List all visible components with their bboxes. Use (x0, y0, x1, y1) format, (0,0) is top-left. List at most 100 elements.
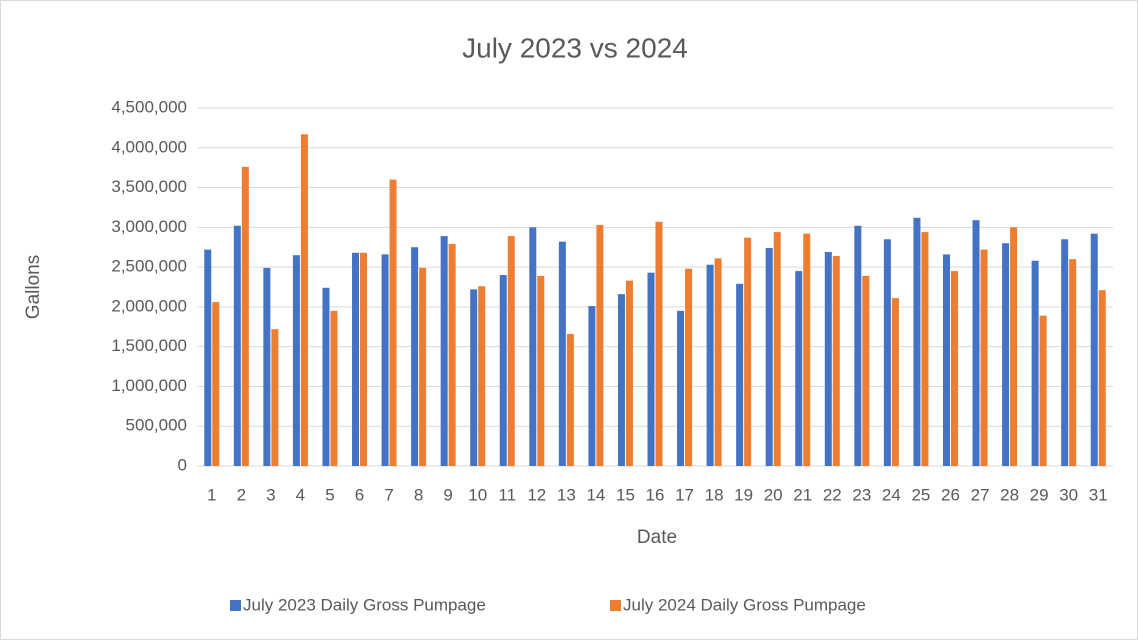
bar (440, 236, 448, 466)
legend-label: July 2023 Daily Gross Pumpage (243, 595, 486, 614)
x-tick-label: 14 (586, 485, 605, 504)
y-tick-label: 2,500,000 (111, 257, 187, 276)
bar (1031, 260, 1039, 466)
bar (736, 283, 744, 466)
bar (972, 220, 980, 466)
x-axis-label: Date (637, 527, 677, 548)
y-tick-label: 500,000 (126, 416, 187, 435)
bar (263, 267, 271, 466)
x-tick-label: 4 (296, 485, 305, 504)
bar (241, 166, 249, 467)
chart-title: July 2023 vs 2024 (462, 32, 688, 63)
bar (1002, 243, 1010, 466)
x-tick-label: 22 (823, 485, 842, 504)
bar (1039, 315, 1047, 466)
bar (271, 329, 279, 466)
bar (677, 310, 685, 466)
bar (883, 239, 891, 466)
bar (824, 251, 832, 466)
bar (921, 232, 929, 466)
y-tick-label: 0 (178, 455, 187, 474)
x-tick-label: 12 (527, 485, 546, 504)
bar (292, 255, 300, 466)
bar (470, 289, 478, 466)
y-tick-label: 3,500,000 (111, 177, 187, 196)
bar (1061, 239, 1069, 466)
bar (507, 236, 515, 466)
x-tick-label: 30 (1059, 485, 1078, 504)
bar (360, 252, 368, 466)
bar (625, 280, 633, 466)
bar (854, 225, 862, 466)
bar (1069, 259, 1077, 466)
legend-swatch (230, 600, 241, 611)
x-tick-label: 1 (207, 485, 216, 504)
bar (913, 217, 921, 466)
x-tick-label: 28 (1000, 485, 1019, 504)
x-tick-label: 29 (1030, 485, 1049, 504)
y-tick-label: 3,000,000 (111, 217, 187, 236)
legend-label: July 2024 Daily Gross Pumpage (623, 595, 866, 614)
bar (773, 232, 781, 466)
y-tick-label: 4,500,000 (111, 97, 187, 116)
bar (714, 258, 722, 466)
bar (537, 275, 545, 466)
bar (655, 221, 663, 466)
x-tick-label: 15 (616, 485, 635, 504)
bar (685, 268, 693, 466)
bar (411, 247, 419, 466)
x-tick-label: 5 (325, 485, 334, 504)
bar (352, 252, 360, 466)
bar (381, 254, 389, 466)
bar (558, 241, 566, 466)
x-tick-label: 3 (266, 485, 275, 504)
bar (212, 302, 220, 466)
y-tick-label: 2,000,000 (111, 296, 187, 315)
bar (478, 286, 486, 466)
x-tick-label: 8 (414, 485, 423, 504)
x-tick-label: 24 (882, 485, 901, 504)
bar (204, 249, 212, 466)
bar (942, 254, 950, 466)
bar (448, 244, 456, 466)
bar (617, 294, 625, 466)
bar (1098, 290, 1106, 466)
bar (1090, 233, 1098, 466)
bar (566, 333, 574, 466)
x-tick-label: 6 (355, 485, 364, 504)
bar (1010, 227, 1018, 466)
y-axis-label: Gallons (23, 255, 44, 319)
bar (706, 264, 714, 466)
bar (588, 306, 596, 466)
bar (891, 298, 899, 466)
bar (980, 249, 988, 466)
legend-swatch (610, 600, 621, 611)
x-tick-label: 9 (443, 485, 452, 504)
bar (419, 267, 427, 466)
bar (765, 248, 773, 466)
bar (647, 272, 655, 466)
bar (300, 134, 308, 466)
x-tick-label: 20 (764, 485, 783, 504)
x-tick-label: 2 (237, 485, 246, 504)
bar (832, 255, 840, 466)
y-tick-label: 4,000,000 (111, 137, 187, 156)
x-tick-label: 16 (646, 485, 665, 504)
bar (389, 179, 397, 466)
bar (233, 225, 241, 466)
bar (744, 237, 752, 466)
bar (950, 271, 958, 466)
x-tick-label: 17 (675, 485, 694, 504)
x-tick-label: 7 (384, 485, 393, 504)
x-tick-label: 19 (734, 485, 753, 504)
bar (862, 275, 870, 466)
bar (596, 224, 604, 466)
y-tick-label: 1,500,000 (111, 336, 187, 355)
x-tick-label: 27 (971, 485, 990, 504)
x-tick-label: 13 (557, 485, 576, 504)
bar (499, 275, 507, 466)
bar (795, 271, 803, 466)
